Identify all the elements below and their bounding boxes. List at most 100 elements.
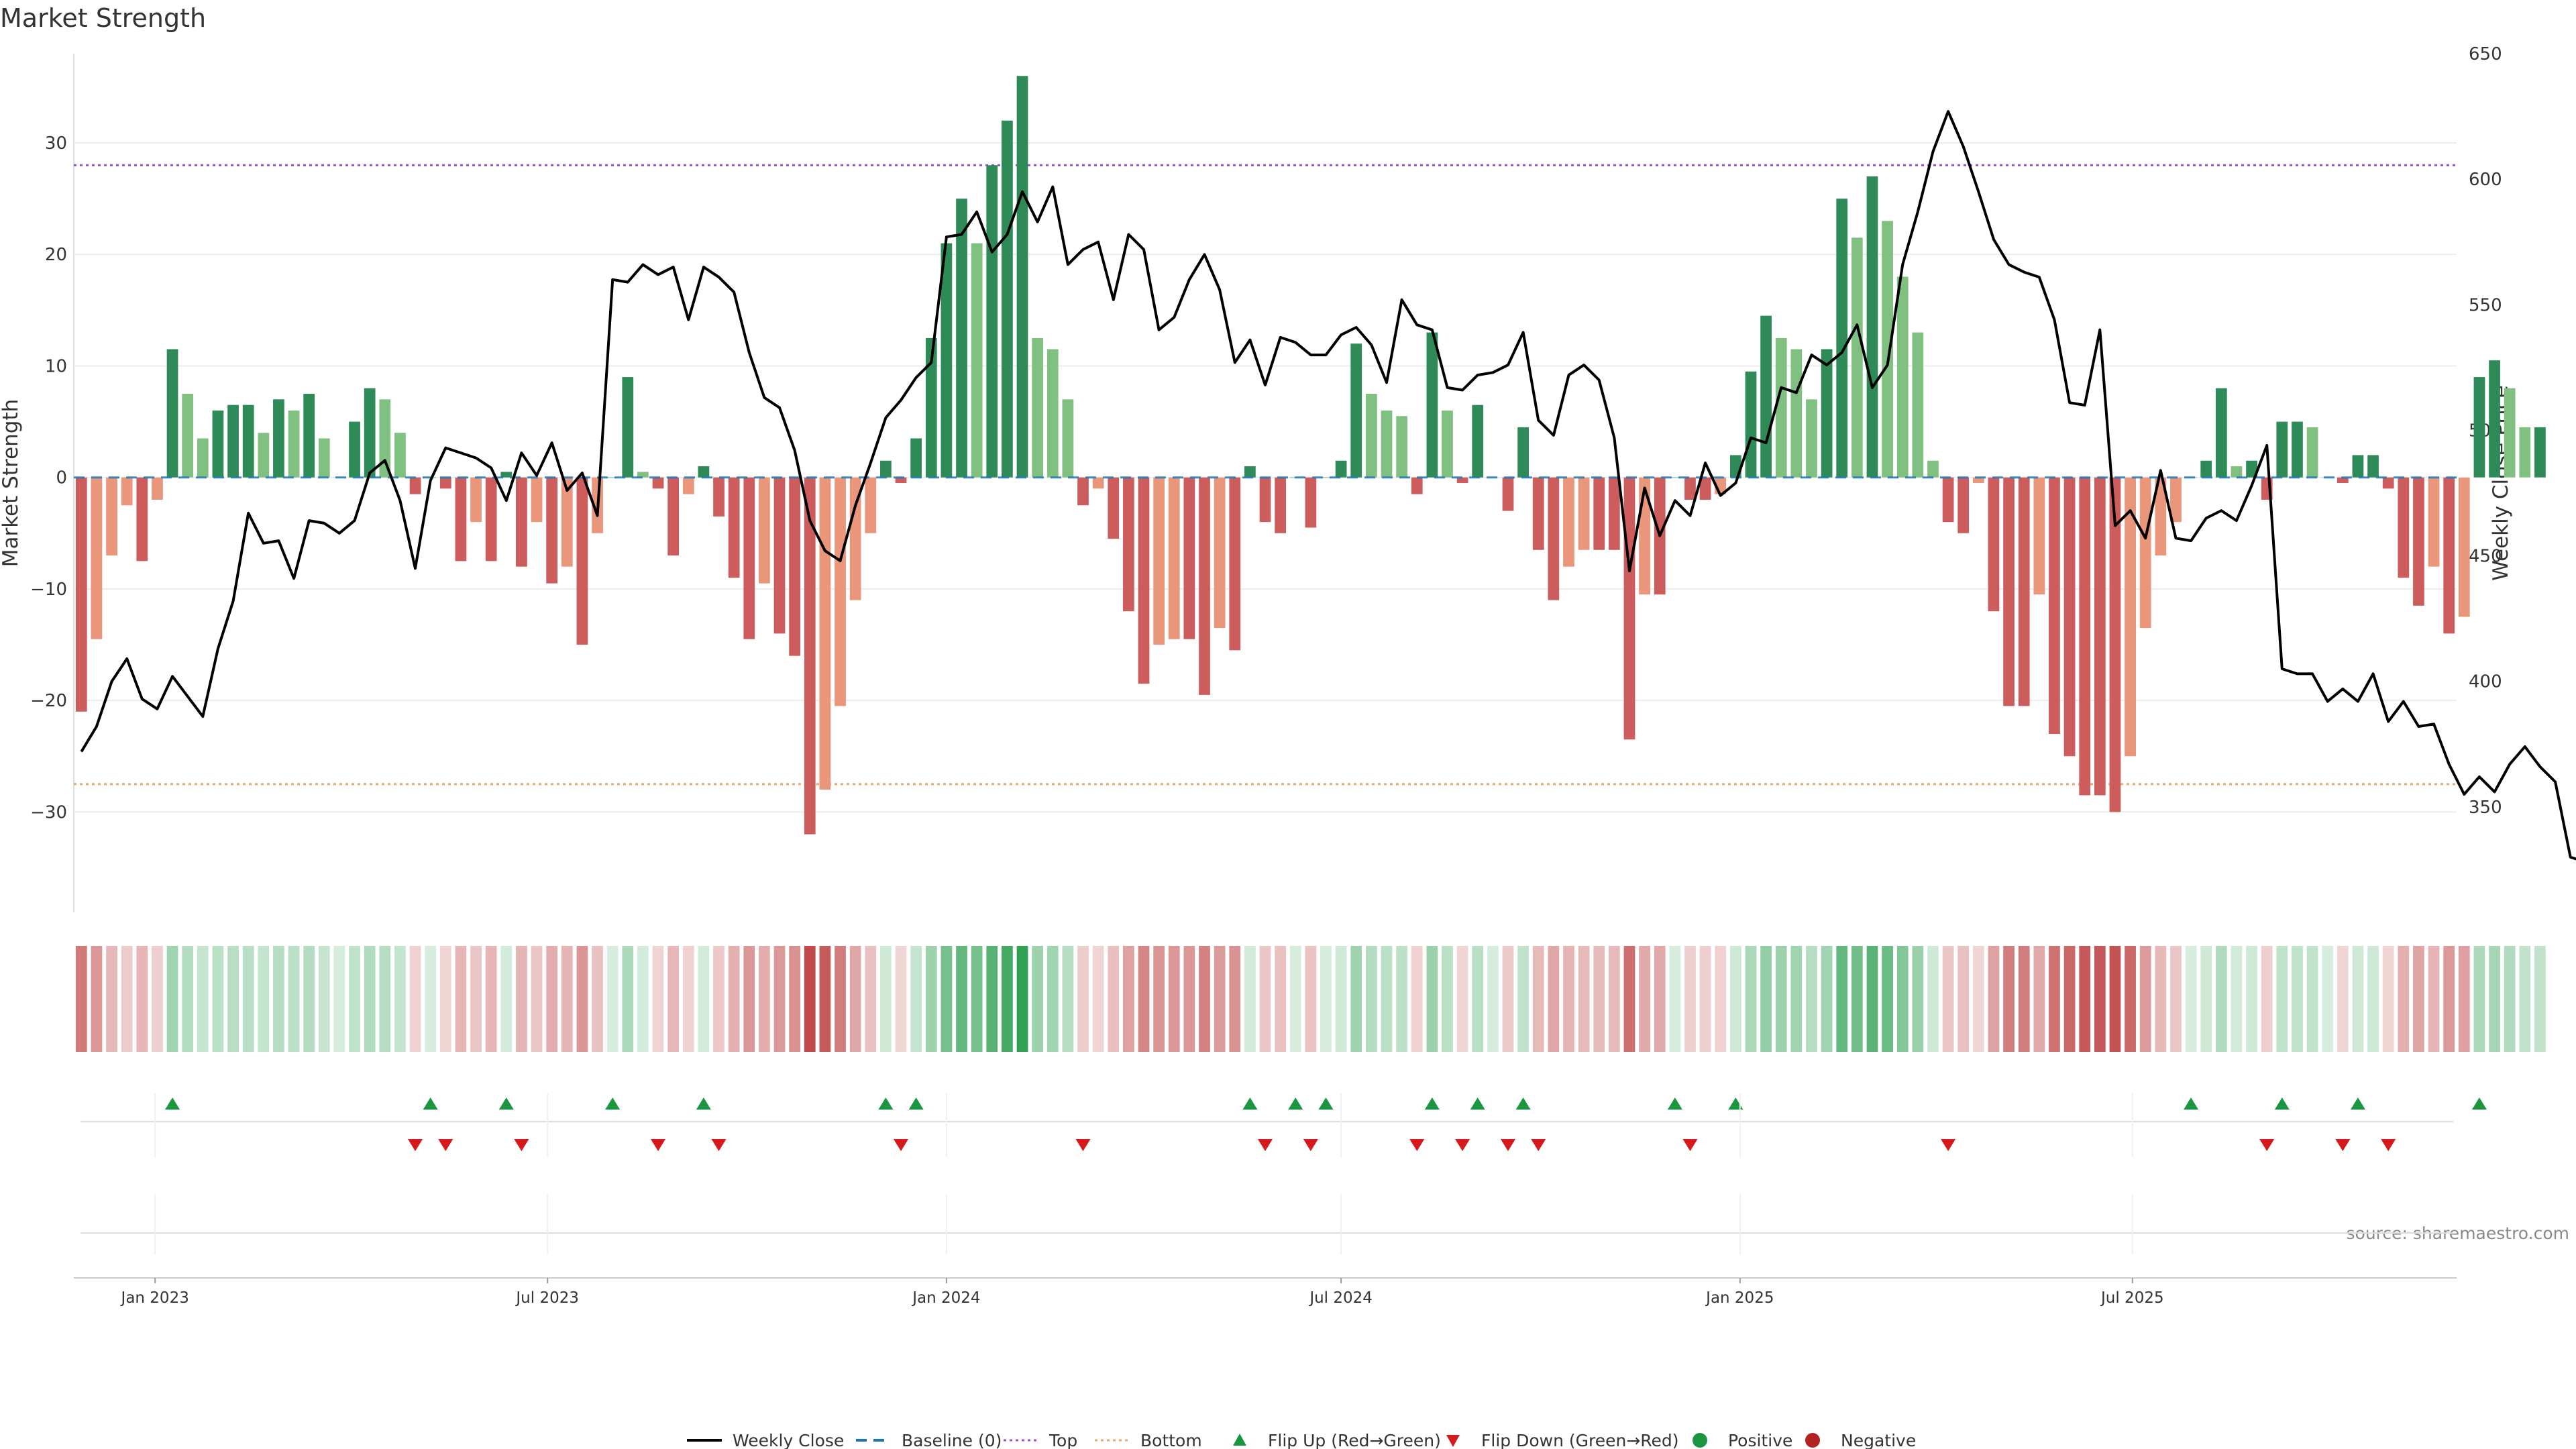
flip-up-marker: [1318, 1097, 1334, 1110]
heat-cell: [2231, 946, 2243, 1052]
flip-down-marker: [1531, 1139, 1546, 1151]
strength-bar: [743, 477, 755, 639]
strength-bar: [2276, 421, 2288, 478]
flip-up-marker: [1515, 1097, 1531, 1110]
strength-bar: [1016, 76, 1028, 478]
legend-item: Negative: [1805, 1431, 1916, 1449]
heat-cell: [1745, 946, 1757, 1052]
flip-up-marker: [1242, 1097, 1258, 1110]
flip-up-marker: [1288, 1097, 1303, 1110]
heat-cell: [789, 946, 801, 1052]
heat-cell: [2473, 946, 2485, 1052]
heat-cell: [622, 946, 634, 1052]
strength-bar: [1108, 477, 1120, 539]
flip-down-marker: [1303, 1139, 1318, 1151]
heat-cell: [1563, 946, 1574, 1052]
strength-bar: [2367, 455, 2379, 478]
legend-swatch-flip-down: [1446, 1435, 1460, 1447]
strength-bar: [136, 477, 148, 561]
legend-label: Top: [1049, 1431, 1077, 1449]
strength-bar: [2352, 455, 2364, 478]
strength-bar: [1229, 477, 1241, 651]
legend-label: Negative: [1841, 1431, 1916, 1449]
heat-cell: [364, 946, 376, 1052]
heat-cell: [713, 946, 724, 1052]
heat-cell: [2428, 946, 2440, 1052]
flip-down-marker: [2335, 1139, 2351, 1151]
strength-bar: [1199, 477, 1210, 695]
heat-cell: [1365, 946, 1377, 1052]
legend-item: Flip Up (Red→Green): [1233, 1431, 1441, 1449]
strength-bar: [622, 377, 634, 478]
heat-cell: [1654, 946, 1666, 1052]
heat-cell: [743, 946, 755, 1052]
heat-cell: [1882, 946, 1893, 1052]
heat-cell: [409, 946, 421, 1052]
strength-bar: [2003, 477, 2015, 706]
strength-bar: [759, 477, 770, 584]
legend-label: Flip Up (Red→Green): [1268, 1431, 1441, 1449]
heat-cell: [197, 946, 209, 1052]
strength-bar: [1305, 477, 1317, 528]
flip-up-marker: [696, 1097, 711, 1110]
strength-bar: [1062, 399, 1074, 478]
heat-cell: [1942, 946, 1954, 1052]
strength-bar: [728, 477, 740, 578]
heat-cell: [242, 946, 254, 1052]
flip-up-marker: [878, 1097, 894, 1110]
strength-bar: [1168, 477, 1180, 639]
heat-cell: [2033, 946, 2045, 1052]
strength-bar: [1502, 477, 1514, 511]
strength-bar: [819, 477, 831, 790]
heat-cell: [91, 946, 103, 1052]
y2-tick-label: 400: [2469, 672, 2502, 692]
strength-bar: [941, 243, 953, 478]
strength-bar: [349, 421, 360, 478]
strength-bar: [1957, 477, 1970, 533]
strength-bar: [485, 477, 497, 561]
strength-bar: [1077, 477, 1089, 506]
heat-cell: [288, 946, 300, 1052]
heat-cell: [667, 946, 680, 1052]
heat-cell: [986, 946, 998, 1052]
legend-item: Bottom: [1095, 1431, 1202, 1449]
strength-bar: [2428, 477, 2440, 567]
heat-cell: [606, 946, 619, 1052]
strength-bar: [1092, 477, 1104, 489]
heat-cell: [1790, 946, 1803, 1052]
x-tick-label: Jan 2024: [911, 1289, 980, 1307]
heat-cell: [1912, 946, 1924, 1052]
flip-down-marker: [651, 1139, 666, 1151]
heat-cell: [1123, 946, 1134, 1052]
heat-cell: [2519, 946, 2531, 1052]
strength-bar: [1684, 477, 1696, 500]
strength-bar: [773, 477, 786, 634]
strength-bar: [1381, 410, 1393, 478]
strength-bar: [318, 438, 330, 478]
legend-item: Baseline (0): [856, 1431, 1002, 1449]
strength-bar: [956, 199, 967, 478]
heat-cell: [2322, 946, 2334, 1052]
legend-swatch-positive: [1693, 1433, 1707, 1448]
strength-bar: [637, 472, 649, 478]
legend-swatch-flip-up: [1233, 1434, 1246, 1446]
weekly-close-line: [80, 110, 2576, 861]
y-tick-label: 20: [45, 245, 67, 265]
heat-cell: [773, 946, 786, 1052]
flip-down-marker: [1409, 1139, 1425, 1151]
heat-cell: [1396, 946, 1407, 1052]
strength-bar: [1335, 460, 1347, 478]
heat-cell: [2382, 946, 2394, 1052]
strength-bar: [1896, 276, 1909, 478]
legend-label: Flip Down (Green→Red): [1481, 1431, 1679, 1449]
strength-bar: [2489, 360, 2500, 478]
strength-bar: [546, 477, 558, 584]
strength-bar: [1745, 371, 1757, 478]
heat-cell: [637, 946, 649, 1052]
heat-cell: [75, 946, 87, 1052]
heat-cell: [485, 946, 497, 1052]
heat-cell: [2534, 946, 2546, 1052]
strength-bar: [1821, 349, 1833, 478]
strength-bar: [2519, 427, 2531, 478]
